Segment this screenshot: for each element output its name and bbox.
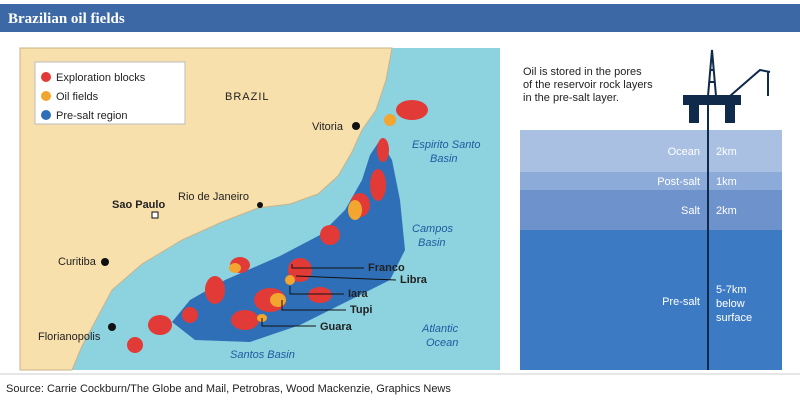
field-label: Guara (320, 321, 353, 333)
field-label: Libra (400, 274, 428, 286)
legend-swatch (41, 91, 51, 101)
oil-fields (229, 114, 396, 322)
note: Oil is stored in the pores (523, 66, 642, 78)
basin-label: Basin (418, 237, 446, 249)
city-label: Vitoria (312, 121, 344, 133)
layer-depth: 5-7km (716, 284, 747, 296)
basin-label: Santos Basin (230, 349, 295, 361)
layer-depth: 1km (716, 176, 737, 188)
country-label: BRAZIL (225, 91, 270, 103)
title: Brazilian oil fields (8, 11, 125, 27)
basin-label: Campos (412, 223, 453, 235)
source: Source: Carrie Cockburn/The Globe and Ma… (6, 383, 451, 395)
legend-label: Oil fields (56, 91, 99, 103)
layer-name: Ocean (668, 146, 700, 158)
field-label: Iara (348, 288, 368, 300)
layer-name: Pre-salt (662, 296, 700, 308)
city-label: Sao Paulo (112, 199, 165, 211)
layer-depth: below (716, 298, 745, 310)
legend-label: Pre-salt region (56, 110, 128, 122)
city-label: Curitiba (58, 256, 97, 268)
city-label: Rio de Janeiro (178, 191, 249, 203)
layer-depth: surface (716, 312, 752, 324)
layer-name: Salt (681, 205, 700, 217)
city-label: Florianopolis (38, 331, 101, 343)
basin-label: Basin (430, 153, 458, 165)
note: in the pre-salt layer. (523, 92, 619, 104)
map: Exploration blocks Oil fields Pre-salt r… (19, 47, 500, 371)
layer-depth: 2km (716, 205, 737, 217)
legend-swatch (41, 72, 51, 82)
layer-depth: 2km (716, 146, 737, 158)
basin-label: Ocean (426, 337, 458, 349)
layer-name: Post-salt (657, 176, 700, 188)
legend (34, 61, 186, 125)
pre-salt-region (172, 140, 405, 342)
field-label: Franco (368, 262, 405, 274)
basin-label: Espirito Santo (412, 139, 480, 151)
land (19, 47, 393, 371)
note: of the reservoir rock layers (523, 79, 653, 91)
legend-swatch (41, 110, 51, 120)
header-bar (0, 4, 800, 32)
rig-icon (683, 49, 771, 123)
legend-label: Exploration blocks (56, 72, 146, 84)
field-label: Tupi (350, 304, 372, 316)
depth-diagram: Oil is stored in the pores of the reserv… (520, 49, 782, 370)
basin-label: Atlantic (421, 323, 459, 335)
